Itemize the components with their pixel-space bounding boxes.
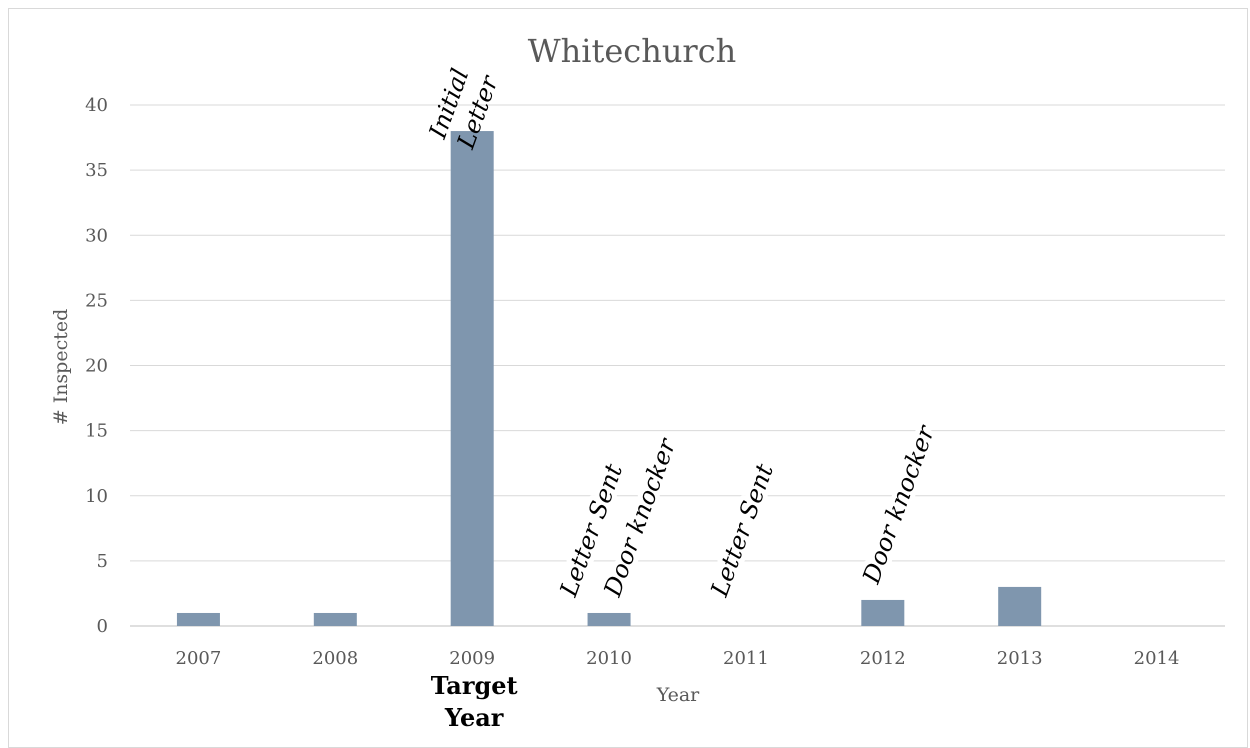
y-tick-label: 0: [97, 616, 108, 637]
y-tick-label: 15: [85, 421, 108, 442]
y-tick-label: 30: [85, 225, 108, 246]
x-tick-label: 2007: [176, 648, 222, 669]
bar: [450, 131, 494, 627]
x-tick-label: 2010: [586, 648, 632, 669]
x-tick-label: 2014: [1134, 648, 1180, 669]
x-tick-label: 2008: [312, 648, 358, 669]
bars: [176, 131, 1042, 627]
bar: [998, 586, 1042, 626]
y-tick-label: 20: [85, 356, 108, 377]
annotation-label: Door knocker: [852, 416, 946, 593]
bar: [176, 612, 220, 626]
bar: [313, 612, 357, 626]
y-tick-label: 25: [85, 290, 108, 311]
bar: [587, 612, 631, 626]
annotation-text: Door knocker: [857, 421, 941, 588]
x-tick-label: 2011: [723, 648, 769, 669]
axis-ticks: 0 5 10 15 20 25 30 35 40 2007 2008 2009 2010 2011 2012…: [85, 95, 1179, 669]
bar: [861, 599, 905, 626]
y-tick-label: 10: [85, 486, 108, 507]
x-tick-label: 2012: [860, 648, 906, 669]
x-tick-label: 2009: [449, 648, 495, 669]
y-axis-label: # Inspected: [50, 309, 72, 426]
gridlines: [130, 104, 1225, 627]
y-tick-label: 35: [85, 160, 108, 181]
target-year-label: Year: [444, 703, 504, 732]
y-tick-label: 5: [97, 551, 108, 572]
annotation-text: Letter Sent: [705, 460, 779, 601]
annotation-label: Letter Sent: [700, 455, 784, 606]
target-year-label: Target: [431, 671, 518, 700]
chart-title: Whitechurch: [528, 32, 737, 70]
x-axis-label: Year: [656, 684, 700, 706]
x-tick-label: 2013: [997, 648, 1043, 669]
y-tick-label: 40: [85, 95, 108, 116]
